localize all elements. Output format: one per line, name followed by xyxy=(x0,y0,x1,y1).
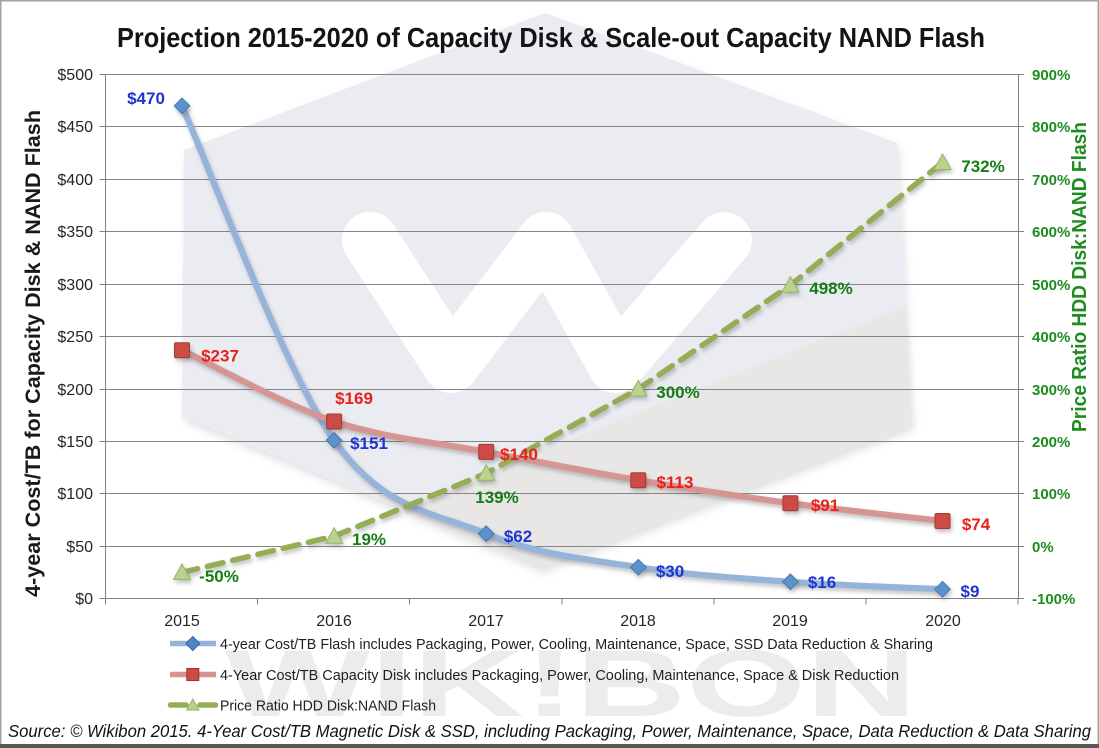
svg-text:4-year Cost/TB Flash includes: 4-year Cost/TB Flash includes Packaging,… xyxy=(220,636,933,653)
svg-text:$237: $237 xyxy=(201,347,239,366)
svg-text:100%: 100% xyxy=(1032,486,1070,503)
svg-text:300%: 300% xyxy=(656,383,699,402)
svg-text:200%: 200% xyxy=(1032,434,1070,451)
svg-text:$74: $74 xyxy=(962,515,991,534)
svg-text:$300: $300 xyxy=(57,277,93,294)
svg-text:$200: $200 xyxy=(57,382,93,399)
svg-text:139%: 139% xyxy=(475,488,518,507)
svg-text:2018: 2018 xyxy=(620,613,656,630)
svg-text:Price Ratio HDD Disk:NAND Flas: Price Ratio HDD Disk:NAND Flash xyxy=(1069,122,1091,432)
svg-text:$50: $50 xyxy=(66,539,93,556)
svg-text:4-Year Cost/TB Capacity Disk i: 4-Year Cost/TB Capacity Disk includes Pa… xyxy=(220,667,899,684)
svg-text:-100%: -100% xyxy=(1032,591,1075,608)
svg-text:700%: 700% xyxy=(1032,172,1070,189)
svg-text:2015: 2015 xyxy=(164,613,200,630)
svg-text:$140: $140 xyxy=(500,445,538,464)
svg-text:$9: $9 xyxy=(961,582,980,601)
svg-text:0%: 0% xyxy=(1032,539,1054,556)
svg-text:$62: $62 xyxy=(504,527,532,546)
svg-text:2020: 2020 xyxy=(925,613,961,630)
svg-text:$151: $151 xyxy=(350,434,388,453)
svg-text:$0: $0 xyxy=(75,591,93,608)
svg-text:400%: 400% xyxy=(1032,329,1070,346)
svg-text:$470: $470 xyxy=(127,89,165,108)
svg-text:800%: 800% xyxy=(1032,119,1070,136)
svg-text:2016: 2016 xyxy=(316,613,352,630)
svg-text:$113: $113 xyxy=(657,473,694,492)
svg-text:$500: $500 xyxy=(57,67,93,84)
svg-text:4-year Cost/TB for Capacity Di: 4-year Cost/TB for Capacity Disk & NAND … xyxy=(22,110,45,597)
svg-text:19%: 19% xyxy=(352,530,386,549)
svg-text:Price Ratio HDD Disk:NAND Flas: Price Ratio HDD Disk:NAND Flash xyxy=(220,698,436,715)
svg-text:732%: 732% xyxy=(961,157,1004,176)
svg-text:$30: $30 xyxy=(656,562,684,581)
svg-text:$350: $350 xyxy=(57,224,93,241)
svg-text:$100: $100 xyxy=(57,486,93,503)
svg-text:Source: © Wikibon 2015. 4-Year: Source: © Wikibon 2015. 4-Year Cost/TB M… xyxy=(8,721,1091,741)
svg-text:2019: 2019 xyxy=(772,613,808,630)
svg-text:$400: $400 xyxy=(57,172,93,189)
svg-text:$169: $169 xyxy=(335,389,373,408)
svg-text:-50%: -50% xyxy=(199,567,239,586)
svg-text:498%: 498% xyxy=(809,279,852,298)
svg-text:300%: 300% xyxy=(1032,382,1070,399)
svg-text:$250: $250 xyxy=(57,329,93,346)
svg-text:600%: 600% xyxy=(1032,224,1070,241)
svg-text:2017: 2017 xyxy=(468,613,504,630)
svg-text:$91: $91 xyxy=(811,496,839,515)
svg-text:Projection 2015-2020 of Capaci: Projection 2015-2020 of Capacity Disk & … xyxy=(117,22,985,53)
svg-text:WIK!BON: WIK!BON xyxy=(225,631,917,737)
svg-text:$16: $16 xyxy=(808,573,836,592)
svg-text:$150: $150 xyxy=(57,434,93,451)
svg-text:500%: 500% xyxy=(1032,277,1070,294)
svg-text:900%: 900% xyxy=(1032,67,1070,84)
svg-text:$450: $450 xyxy=(57,119,93,136)
